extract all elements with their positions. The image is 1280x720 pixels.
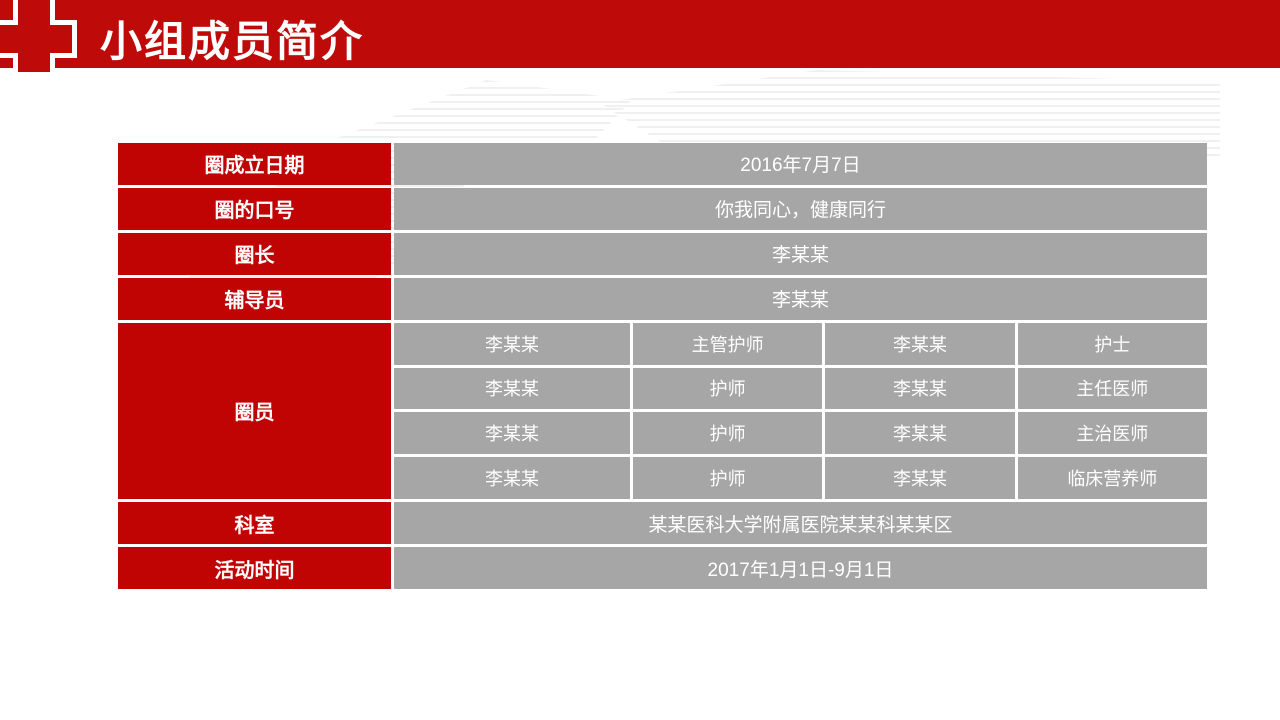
row-label-founding-date: 圈成立日期: [118, 143, 391, 185]
member-cell: 护师: [633, 367, 823, 410]
member-cell: 李某某: [394, 412, 630, 455]
page-title: 小组成员简介: [100, 17, 365, 65]
row-label-circle-leader: 圈长: [118, 232, 391, 275]
row-label-members: 圈员: [118, 322, 391, 500]
member-cell: 李某某: [394, 322, 630, 365]
row-value-department: 某某医科大学附属医院某某科某某区: [394, 502, 1207, 545]
row-label-slogan: 圈的口号: [118, 187, 391, 230]
row-value-slogan: 你我同心，健康同行: [394, 187, 1207, 230]
member-cell: 护师: [633, 412, 823, 455]
row-value-activity-period: 2017年1月1日-9月1日: [394, 547, 1207, 589]
member-cell: 主治医师: [1017, 412, 1207, 455]
member-cell: 主管护师: [633, 322, 823, 365]
row-value-circle-leader: 李某某: [394, 232, 1207, 275]
member-cell: 李某某: [825, 457, 1015, 500]
row-label-department: 科室: [118, 502, 391, 545]
member-cell: 李某某: [825, 322, 1015, 365]
member-cell: 主任医师: [1017, 367, 1207, 410]
member-cell: 李某某: [825, 367, 1015, 410]
row-label-activity-period: 活动时间: [118, 547, 391, 589]
member-cell: 临床营养师: [1017, 457, 1207, 500]
member-cell: 李某某: [394, 457, 630, 500]
member-cell: 护师: [633, 457, 823, 500]
row-value-founding-date: 2016年7月7日: [394, 143, 1207, 185]
medical-cross-icon: [0, 0, 77, 77]
member-cell: 李某某: [394, 367, 630, 410]
team-info-table: 圈成立日期 2016年7月7日 圈的口号 你我同心，健康同行 圈长 李某某 辅导…: [118, 143, 1207, 589]
header-banner: [0, 0, 1280, 68]
member-cell: 护士: [1017, 322, 1207, 365]
member-cell: 李某某: [825, 412, 1015, 455]
row-label-counselor: 辅导员: [118, 277, 391, 320]
row-value-counselor: 李某某: [394, 277, 1207, 320]
